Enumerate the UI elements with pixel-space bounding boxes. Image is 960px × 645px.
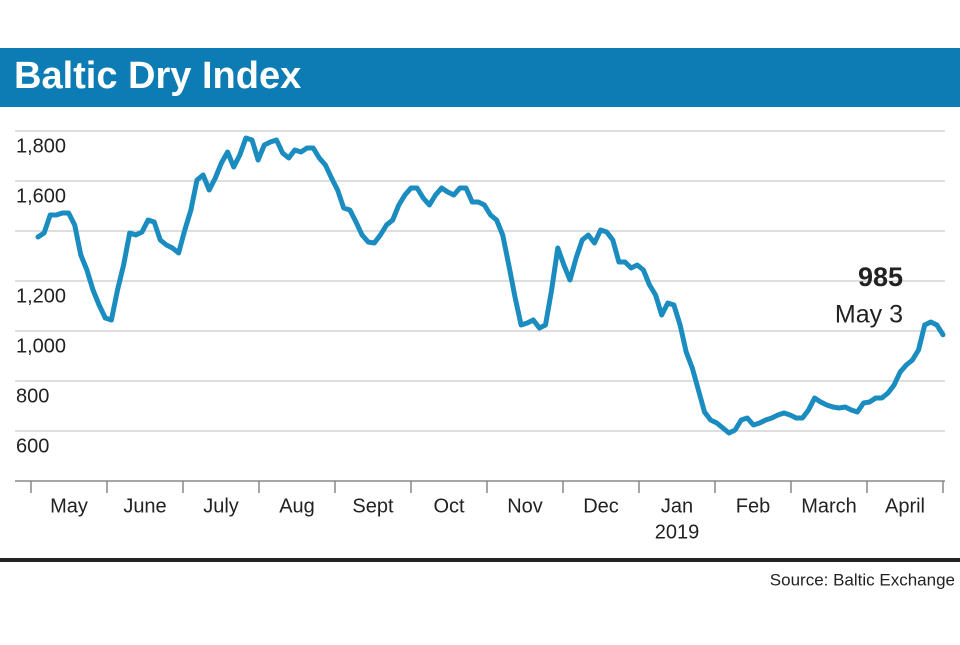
chart-title: Baltic Dry Index (14, 55, 301, 97)
year-label: 2019 (655, 521, 700, 543)
x-tick-label: Dec (583, 495, 619, 517)
y-tick-label: 1,800 (16, 135, 66, 157)
y-tick-label: 1,600 (16, 185, 66, 207)
y-tick-label: 800 (16, 385, 49, 407)
x-tick-label: Nov (507, 495, 543, 517)
x-tick-label: Jan (661, 495, 693, 517)
x-tick-label: June (123, 495, 166, 517)
annotation-value: 985 (858, 262, 903, 292)
x-tick-label: March (801, 495, 857, 517)
x-tick-label: Sept (352, 495, 394, 517)
x-tick-label: Feb (736, 495, 770, 517)
source: Source: Baltic Exchange (770, 570, 955, 589)
x-tick-label: Aug (279, 495, 315, 517)
header-bar (0, 48, 960, 107)
x-tick-label: April (885, 495, 925, 517)
y-tick-label: 1,200 (16, 285, 66, 307)
x-tick-label: Oct (433, 495, 465, 517)
x-tick-label: July (203, 495, 239, 517)
y-tick-label: 1,000 (16, 335, 66, 357)
x-tick-label: May (50, 495, 88, 517)
data-line (35, 135, 946, 436)
annotation-date: May 3 (835, 301, 903, 329)
y-tick-label: 600 (16, 435, 49, 457)
